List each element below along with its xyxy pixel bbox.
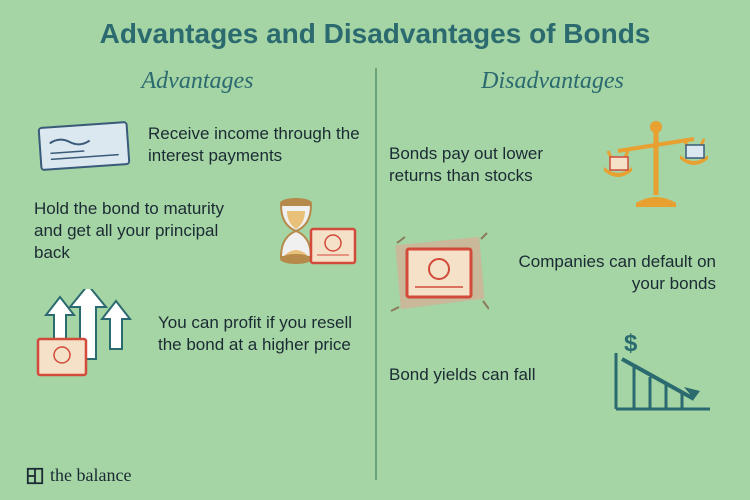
advantage-item: Receive income through the interest paym… (20, 117, 375, 173)
page-title: Advantages and Disadvantages of Bonds (0, 0, 750, 60)
advantages-heading: Advantages (20, 68, 375, 95)
arrows-up-icon (34, 289, 144, 379)
disadvantage-text: Companies can default on your bonds (503, 251, 716, 295)
disadvantage-text: Bond yields can fall (389, 364, 592, 386)
torn-cert-icon (389, 231, 489, 315)
brand-logo: the balance (26, 465, 131, 486)
chart-down-icon: $ (606, 333, 716, 417)
disadvantage-item: Bond yields can fall $ (375, 333, 730, 417)
disadvantages-heading: Disadvantages (375, 68, 730, 95)
scale-icon (596, 117, 716, 213)
advantage-item: You can profit if you resell the bond at… (20, 289, 375, 379)
columns-container: Advantages Receive income through the in… (0, 60, 750, 460)
column-divider (375, 68, 377, 480)
disadvantage-item: Bonds pay out lower returns than stocks (375, 117, 730, 213)
svg-text:$: $ (624, 333, 638, 357)
advantages-column: Advantages Receive income through the in… (20, 60, 375, 460)
advantage-text: Hold the bond to maturity and get all yo… (34, 198, 247, 264)
disadvantage-text: Bonds pay out lower returns than stocks (389, 143, 582, 187)
check-icon (34, 117, 134, 173)
advantage-item: Hold the bond to maturity and get all yo… (20, 191, 375, 271)
logo-text: the balance (50, 465, 131, 486)
disadvantage-item: Companies can default on your bonds (375, 231, 730, 315)
logo-icon (26, 467, 44, 485)
advantage-text: Receive income through the interest paym… (148, 123, 361, 167)
advantage-text: You can profit if you resell the bond at… (158, 312, 361, 356)
disadvantages-column: Disadvantages Bonds pay out lower return… (375, 60, 730, 460)
hourglass-cert-icon (261, 191, 361, 271)
